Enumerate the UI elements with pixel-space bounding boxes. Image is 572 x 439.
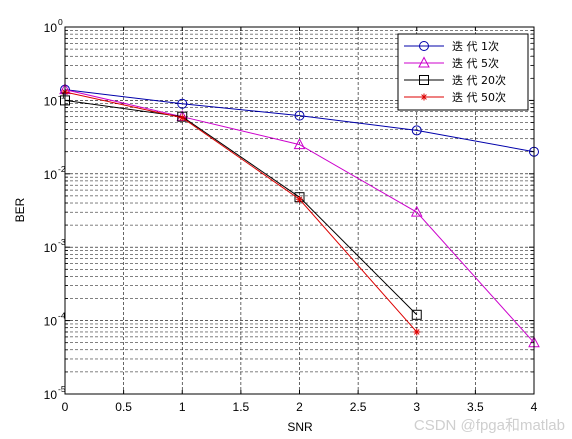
series-line <box>64 89 535 344</box>
y-tick-label: 10 <box>44 94 58 108</box>
y-tick-label: 10 <box>44 315 58 329</box>
y-tick-label: 10 <box>44 241 58 255</box>
x-tick-label: 1.5 <box>233 400 250 414</box>
data-point <box>410 205 423 217</box>
data-point <box>411 309 422 320</box>
legend-label: 迭 代 20次 <box>452 73 506 87</box>
y-tick-exponent: -3 <box>58 237 66 247</box>
y-tick-exponent: -5 <box>58 384 66 394</box>
watermark: CSDN @fpga和matlab <box>414 417 565 434</box>
y-tick-label: 10 <box>44 21 58 35</box>
series-line <box>64 99 418 316</box>
legend-marker <box>419 41 429 51</box>
y-tick-label: 10 <box>44 388 58 402</box>
legend-label: 迭 代 5次 <box>452 56 499 70</box>
legend-marker <box>419 75 429 85</box>
series-layer <box>59 83 540 348</box>
series-line <box>64 91 418 333</box>
y-tick-exponent: -2 <box>58 164 66 174</box>
data-point <box>293 138 306 150</box>
legend-label: 迭 代 50次 <box>452 90 506 104</box>
x-tick-label: 0.5 <box>115 400 132 414</box>
data-point <box>178 114 186 122</box>
x-tick-label: 1 <box>179 400 186 414</box>
x-tick-label: 3 <box>413 400 420 414</box>
x-tick-label: 0 <box>62 400 69 414</box>
series-line <box>64 89 535 153</box>
legend-marker <box>418 56 430 68</box>
legend-label: 迭 代 1次 <box>452 39 499 53</box>
x-axis-label: SNR <box>287 420 313 434</box>
data-point <box>296 195 303 203</box>
y-tick-label: 10 <box>44 168 58 182</box>
data-point <box>294 110 305 121</box>
data-point <box>177 98 188 109</box>
plot-frame <box>64 26 535 395</box>
x-tick-label: 2.5 <box>350 400 367 414</box>
y-tick-exponent: 0 <box>58 17 63 27</box>
y-tick-exponent: -1 <box>58 90 66 100</box>
x-tick-label: 4 <box>531 400 538 414</box>
legend-marker <box>420 93 428 101</box>
x-tick-label: 2 <box>296 400 303 414</box>
data-point <box>413 328 421 336</box>
data-point <box>411 125 422 136</box>
x-tick-label: 3.5 <box>467 400 484 414</box>
y-tick-exponent: -4 <box>58 311 66 321</box>
y-axis-label: BER <box>13 197 27 222</box>
